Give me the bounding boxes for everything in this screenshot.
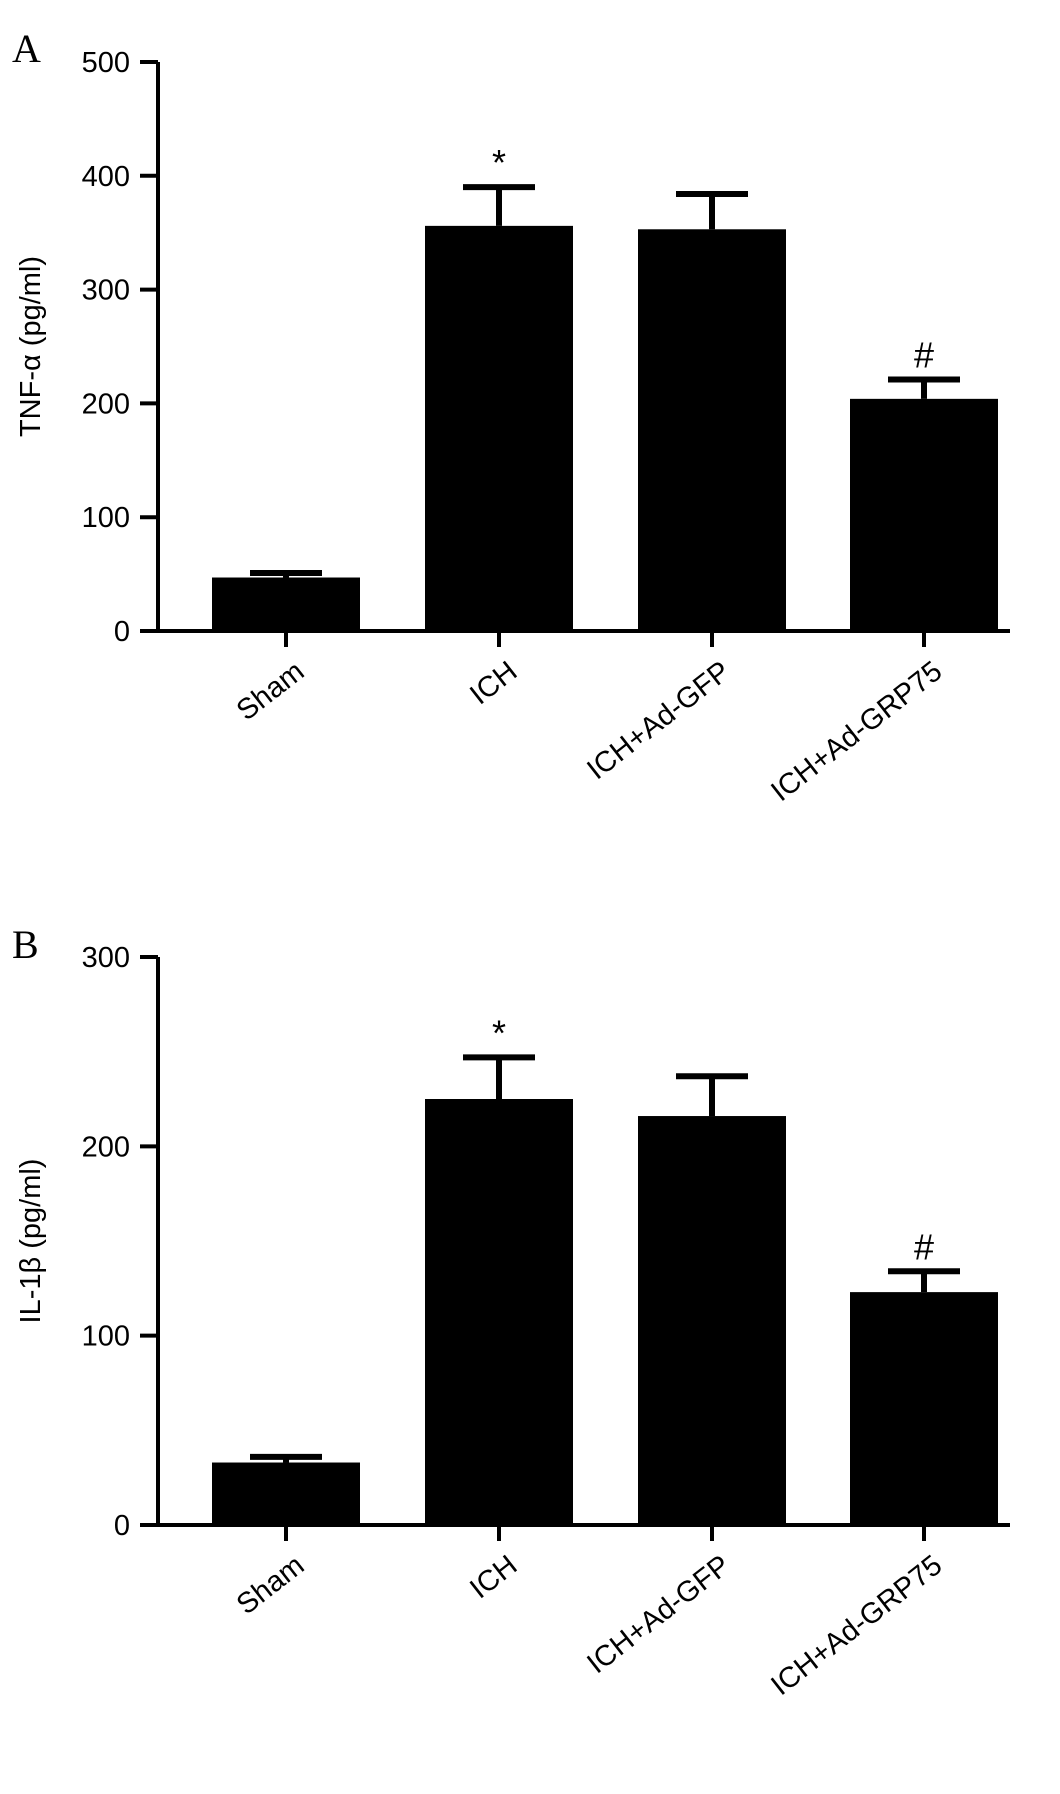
bar	[638, 229, 786, 631]
y-tick-label: 300	[82, 942, 130, 974]
y-tick-label: 100	[82, 502, 130, 534]
significance-mark: #	[914, 1226, 934, 1267]
chart-panel-b: B IL-1β (pg/ml) 0 100 200 300 Sham * ICH ICH+Ad-G…	[12, 922, 1010, 1702]
bar	[425, 225, 573, 631]
y-tick-label: 100	[82, 1321, 130, 1353]
x-category-label: ICH+Ad-GRP75	[765, 655, 948, 808]
x-category-label: ICH+Ad-GRP75	[765, 1549, 948, 1702]
panel-letter: A	[12, 26, 41, 71]
x-category-label: ICH+Ad-GFP	[581, 655, 736, 786]
y-tick-label: 0	[114, 616, 130, 648]
bar	[212, 577, 360, 631]
significance-mark: #	[914, 335, 934, 376]
bar	[212, 1462, 360, 1525]
bar	[638, 1116, 786, 1525]
significance-mark: *	[492, 142, 506, 183]
y-tick-label: 400	[82, 161, 130, 193]
x-category-label: ICH+Ad-GFP	[581, 1549, 736, 1680]
significance-mark: *	[492, 1012, 506, 1053]
y-axis-label: TNF-α (pg/ml)	[15, 256, 47, 437]
y-tick-label: 500	[82, 47, 130, 79]
bar	[850, 398, 998, 631]
y-tick-label: 200	[82, 388, 130, 420]
y-tick-label: 200	[82, 1131, 130, 1163]
y-axis-label: IL-1β (pg/ml)	[15, 1159, 47, 1324]
chart-panel-a: A TNF-α (pg/ml) 0 100 200 300 400 500 Sham * ICH IC…	[12, 26, 1010, 808]
bar	[425, 1099, 573, 1525]
y-tick-label: 0	[114, 1510, 130, 1542]
y-tick-label: 300	[82, 275, 130, 307]
x-category-label: Sham	[231, 655, 310, 727]
x-category-label: ICH	[464, 1549, 523, 1605]
x-category-label: Sham	[231, 1549, 310, 1621]
panel-letter: B	[12, 922, 39, 967]
bar	[850, 1292, 998, 1525]
x-category-label: ICH	[464, 655, 523, 711]
